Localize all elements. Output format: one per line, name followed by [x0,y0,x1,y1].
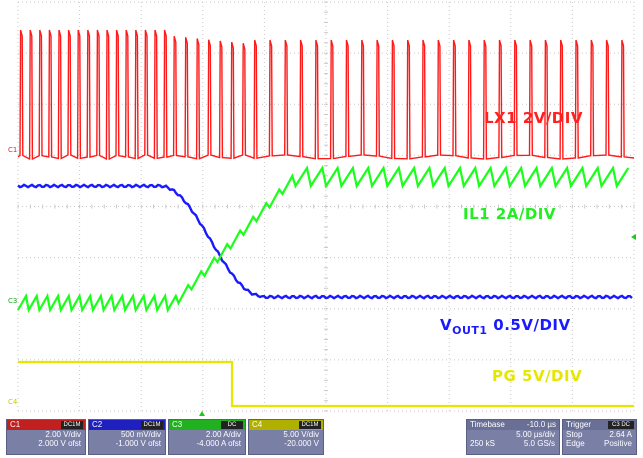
trigger-descriptor[interactable]: Trigger C3 DC Stop 2.64 A Edge Positive [562,419,637,455]
vout1-label-scale: 0.5V/DIV [487,316,571,334]
vout1-label: VOUT1 0.5V/DIV [440,316,571,337]
trigger-type: Edge [566,439,585,448]
pg-label: PG 5V/DIV [492,367,583,385]
channel-1-descriptor[interactable]: C1 DC1M 2.00 V/div 2.000 V ofst [6,419,86,455]
ch4-ground-tag: C4 [8,398,18,406]
trigger-position-marker [199,411,205,416]
channel-4-name: C4 [252,420,263,429]
channel-1-offset: 2.000 V ofst [38,439,81,448]
channel-3-scale: 2.00 A/div [205,430,241,439]
il1-waveform [17,165,630,314]
vout1-label-subscript: OUT1 [452,324,488,337]
channel-2-scale: 500 mV/div [120,430,161,439]
trigger-label: Trigger [566,420,592,429]
trigger-slope: Positive [603,439,632,448]
lx1-label: LX1 2V/DIV [484,109,583,127]
channel-2-offset: -1.000 V ofst [115,439,161,448]
channel-3-offset: -4.000 A ofst [196,439,241,448]
channel-3-descriptor[interactable]: C3 DC 2.00 A/div -4.000 A ofst [168,419,246,455]
trigger-level: 2.64 A [609,430,632,439]
channel-4-scale: 5.00 V/div [283,430,319,439]
channel-2-coupling: DC1M [141,421,163,429]
vout1-label-main: V [440,316,453,334]
channel-4-descriptor[interactable]: C4 DC1M 5.00 V/div -20.000 V [248,419,324,455]
timebase-sample-rate: 5.0 GS/s [523,439,555,448]
ch1-ground-tag: C1 [8,146,18,154]
channel-2-descriptor[interactable]: C2 DC1M 500 mV/div -1.000 V ofst [88,419,166,455]
trigger-level-marker [631,234,636,240]
timebase-descriptor[interactable]: Timebase -10.0 µs 5.00 µs/div 250 kS 5.0 G… [466,419,560,455]
timebase-label: Timebase [470,420,505,429]
channel-3-coupling: DC [221,421,243,429]
pg-waveform [18,360,634,408]
channel-1-name: C1 [10,420,21,429]
channel-2-name: C2 [92,420,103,429]
lx1-waveform [17,29,635,161]
timebase-delay: -10.0 µs [526,420,556,429]
channel-3-name: C3 [172,420,183,429]
timebase-rate: 5.00 µs/div [516,430,555,439]
channel-4-coupling: DC1M [299,421,321,429]
timebase-samples: 250 kS [470,439,495,448]
channel-1-scale: 2.00 V/div [45,430,81,439]
trigger-mode: Stop [566,430,583,439]
channel-4-offset: -20.000 V [284,439,319,448]
vout1-waveform [17,183,633,300]
channel-1-coupling: DC1M [61,421,83,429]
ch3-ground-tag: C3 [8,297,18,305]
il1-label: IL1 2A/DIV [463,205,556,223]
trigger-coupling: C3 DC [608,421,634,429]
